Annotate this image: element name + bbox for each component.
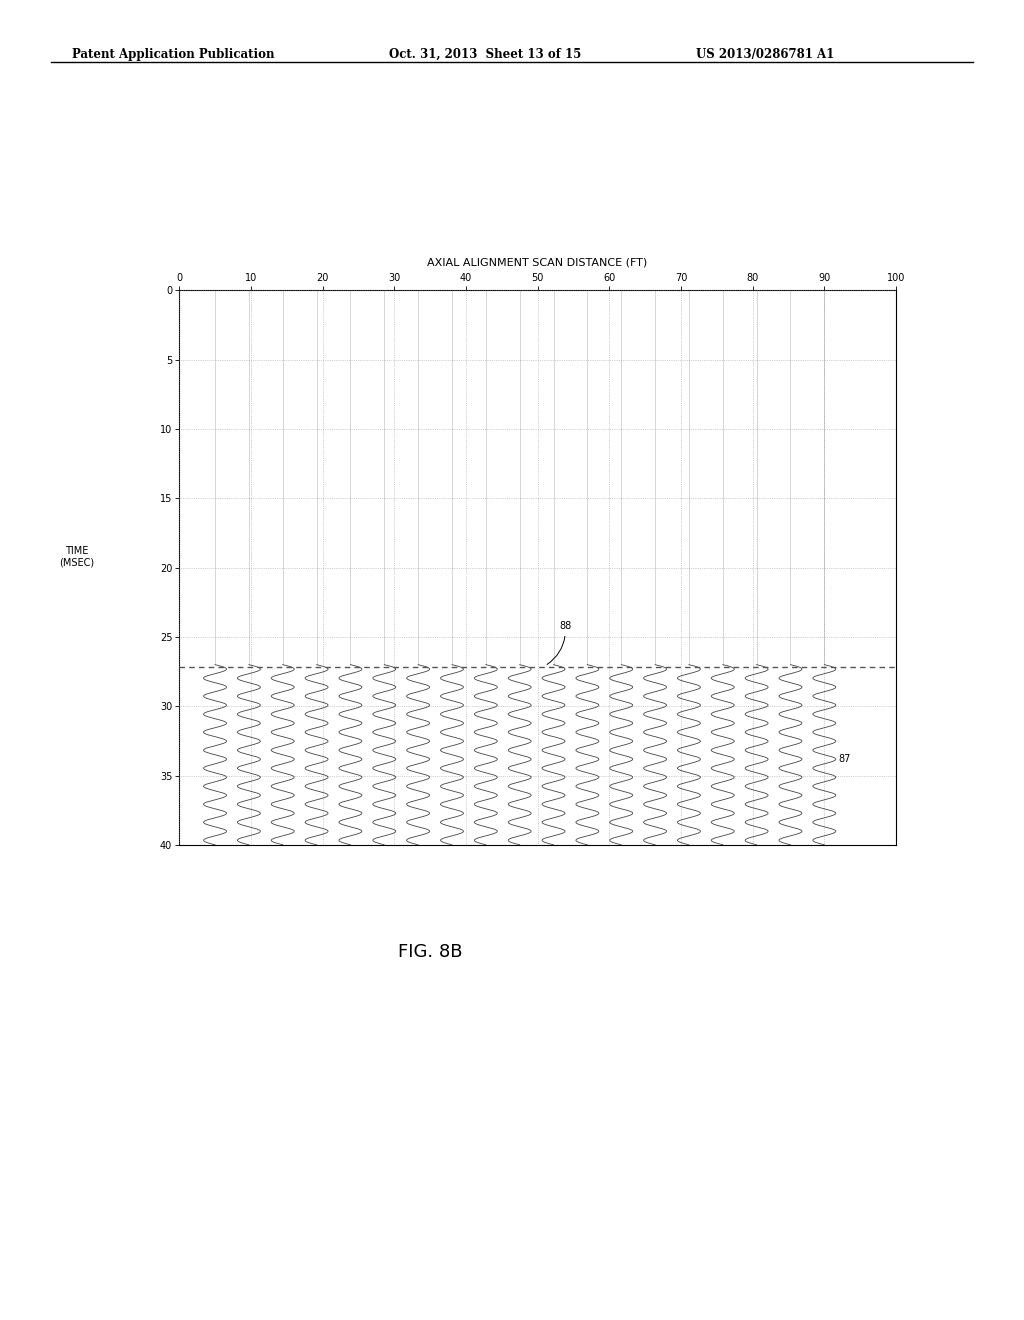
Title: AXIAL ALIGNMENT SCAN DISTANCE (FT): AXIAL ALIGNMENT SCAN DISTANCE (FT): [427, 257, 648, 267]
Text: FIG. 8B: FIG. 8B: [398, 942, 462, 961]
Text: Patent Application Publication: Patent Application Publication: [72, 48, 274, 61]
Text: US 2013/0286781 A1: US 2013/0286781 A1: [696, 48, 835, 61]
Text: 87: 87: [839, 754, 851, 764]
Text: 88: 88: [547, 620, 571, 664]
Text: TIME
(MSEC): TIME (MSEC): [59, 545, 94, 568]
Text: Oct. 31, 2013  Sheet 13 of 15: Oct. 31, 2013 Sheet 13 of 15: [389, 48, 582, 61]
